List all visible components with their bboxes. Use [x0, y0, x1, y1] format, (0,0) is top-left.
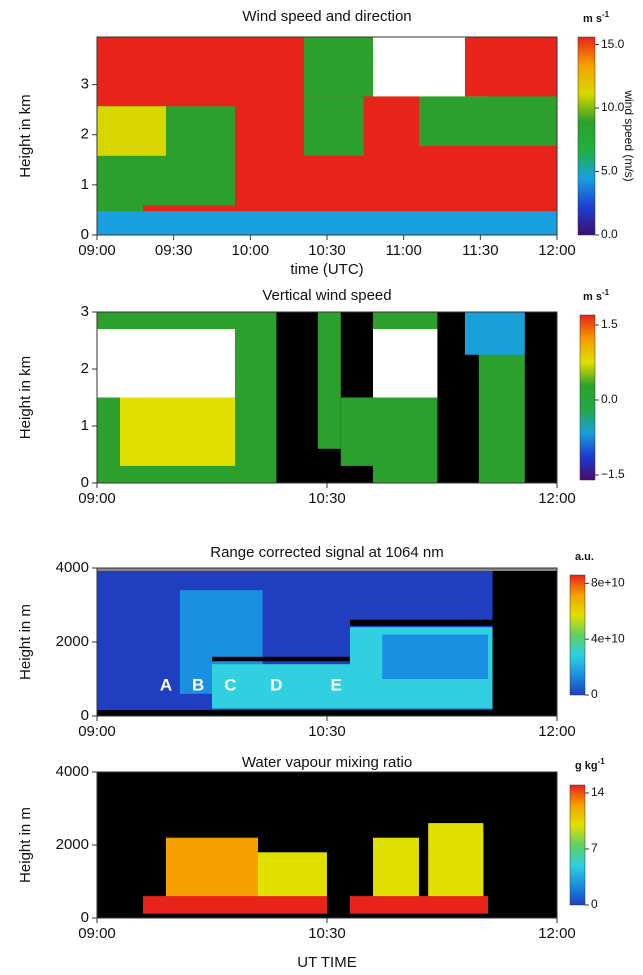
image-texture: [350, 619, 493, 626]
image-texture: [143, 896, 488, 914]
image-texture: [497, 772, 557, 918]
image-texture: [317, 312, 341, 449]
y-axis-label: Height in km: [17, 94, 34, 177]
x-tick-label: 09:30: [155, 242, 193, 259]
y-tick-label: 2: [81, 126, 89, 143]
colorbar-unit: m s-1: [583, 288, 610, 303]
y-tick-label: 0: [81, 707, 89, 724]
y-axis-label: Height in m: [17, 604, 34, 680]
image-texture: [97, 710, 493, 716]
x-tick-label: 10:30: [308, 925, 346, 942]
x-tick-label: 11:30: [462, 242, 498, 259]
panel-title: Range corrected signal at 1064 nm: [210, 544, 443, 561]
image-texture: [97, 211, 557, 235]
x-axis-label: time (UTC): [290, 261, 363, 278]
colorbar-label: wind speed (m/s): [622, 89, 636, 181]
image-texture: [97, 37, 304, 107]
colorbar-tick-label: 5.0: [601, 164, 618, 178]
x-tick-label: 11:00: [385, 242, 421, 259]
colorbar-unit-text: m s: [583, 13, 602, 25]
y-tick-label: 2: [81, 360, 89, 377]
y-tick-label: 0: [81, 226, 89, 243]
y-tick-label: 4000: [56, 763, 89, 780]
colorbar-tick-label: 15.0: [601, 37, 625, 51]
colorbar-tick-label: 14: [591, 785, 605, 799]
colorbar-unit-sup: -1: [602, 288, 610, 297]
colorbar: [569, 784, 586, 906]
x-tick-label: 12:00: [538, 490, 576, 507]
y-tick-label: 0: [81, 909, 89, 926]
x-tick-label: 10:00: [232, 242, 270, 259]
colorbar-unit-text: m s: [583, 291, 602, 303]
image-texture: [382, 634, 488, 679]
x-tick-label: 09:00: [78, 723, 116, 740]
image-texture: [373, 329, 442, 398]
image-texture: [97, 568, 557, 571]
y-tick-label: 2000: [56, 836, 89, 853]
colorbar-tick-label: 4e+10: [591, 631, 625, 645]
y-tick-label: 4000: [56, 559, 89, 576]
x-tick-label: 12:00: [538, 242, 576, 259]
y-tick-label: 3: [81, 76, 89, 93]
x-tick-label: 12:00: [538, 925, 576, 942]
x-axis-label: UT TIME: [297, 954, 356, 971]
y-tick-label: 1: [81, 417, 89, 434]
x-tick-label: 09:00: [78, 490, 116, 507]
y-tick-label: 3: [81, 303, 89, 320]
y-axis-label: Height in m: [17, 807, 34, 883]
colorbar-tick-label: −1.5: [601, 467, 625, 481]
colorbar-unit: g kg-1: [575, 757, 605, 772]
image-texture: [97, 329, 235, 398]
image-texture: [465, 37, 557, 97]
x-tick-label: 10:30: [308, 242, 346, 259]
colorbar-tick-label: 0.0: [601, 227, 618, 241]
annotation: B: [192, 675, 204, 694]
colorbar-unit-text: a.u.: [575, 551, 594, 563]
image-texture: [97, 106, 166, 156]
annotation: C: [224, 675, 236, 694]
panel-title: Wind speed and direction: [242, 8, 411, 25]
image-texture: [327, 830, 350, 918]
panel-title: Water vapour mixing ratio: [242, 754, 412, 771]
x-tick-label: 10:30: [308, 490, 346, 507]
colorbar: [569, 574, 586, 696]
colorbar-tick-label: 1.5: [601, 317, 618, 331]
colorbar-unit: a.u.: [575, 551, 594, 563]
annotation: A: [160, 675, 172, 694]
x-tick-label: 09:00: [78, 925, 116, 942]
colorbar-tick-label: 0: [591, 897, 598, 911]
colorbar: [577, 36, 596, 236]
image-texture: [212, 656, 350, 662]
colorbar-tick-label: 0.0: [601, 392, 618, 406]
colorbar-unit-text: g kg: [575, 760, 598, 772]
colorbar: [579, 314, 596, 481]
y-axis-label: Height in km: [17, 356, 34, 439]
image-texture: [340, 397, 373, 466]
x-tick-label: 09:00: [78, 242, 116, 259]
y-tick-label: 2000: [56, 633, 89, 650]
x-tick-label: 12:00: [538, 723, 576, 740]
colorbar-unit-sup: -1: [602, 10, 610, 19]
image-texture: [492, 568, 557, 716]
y-tick-label: 0: [81, 474, 89, 491]
image-texture: [304, 96, 364, 156]
annotation: D: [270, 675, 282, 694]
x-tick-label: 10:30: [308, 723, 346, 740]
colorbar-tick-label: 10.0: [601, 100, 625, 114]
image-texture: [524, 312, 557, 483]
annotation: E: [331, 675, 342, 694]
colorbar-unit: m s-1: [583, 10, 610, 25]
panel-title: Vertical wind speed: [262, 287, 391, 304]
colorbar-tick-label: 0: [591, 687, 598, 701]
y-tick-label: 1: [81, 176, 89, 193]
colorbar-unit-sup: -1: [598, 757, 606, 766]
colorbar-tick-label: 7: [591, 841, 598, 855]
image-texture: [212, 664, 350, 709]
image-texture: [120, 397, 235, 466]
colorbar-tick-label: 8e+10: [591, 576, 625, 590]
